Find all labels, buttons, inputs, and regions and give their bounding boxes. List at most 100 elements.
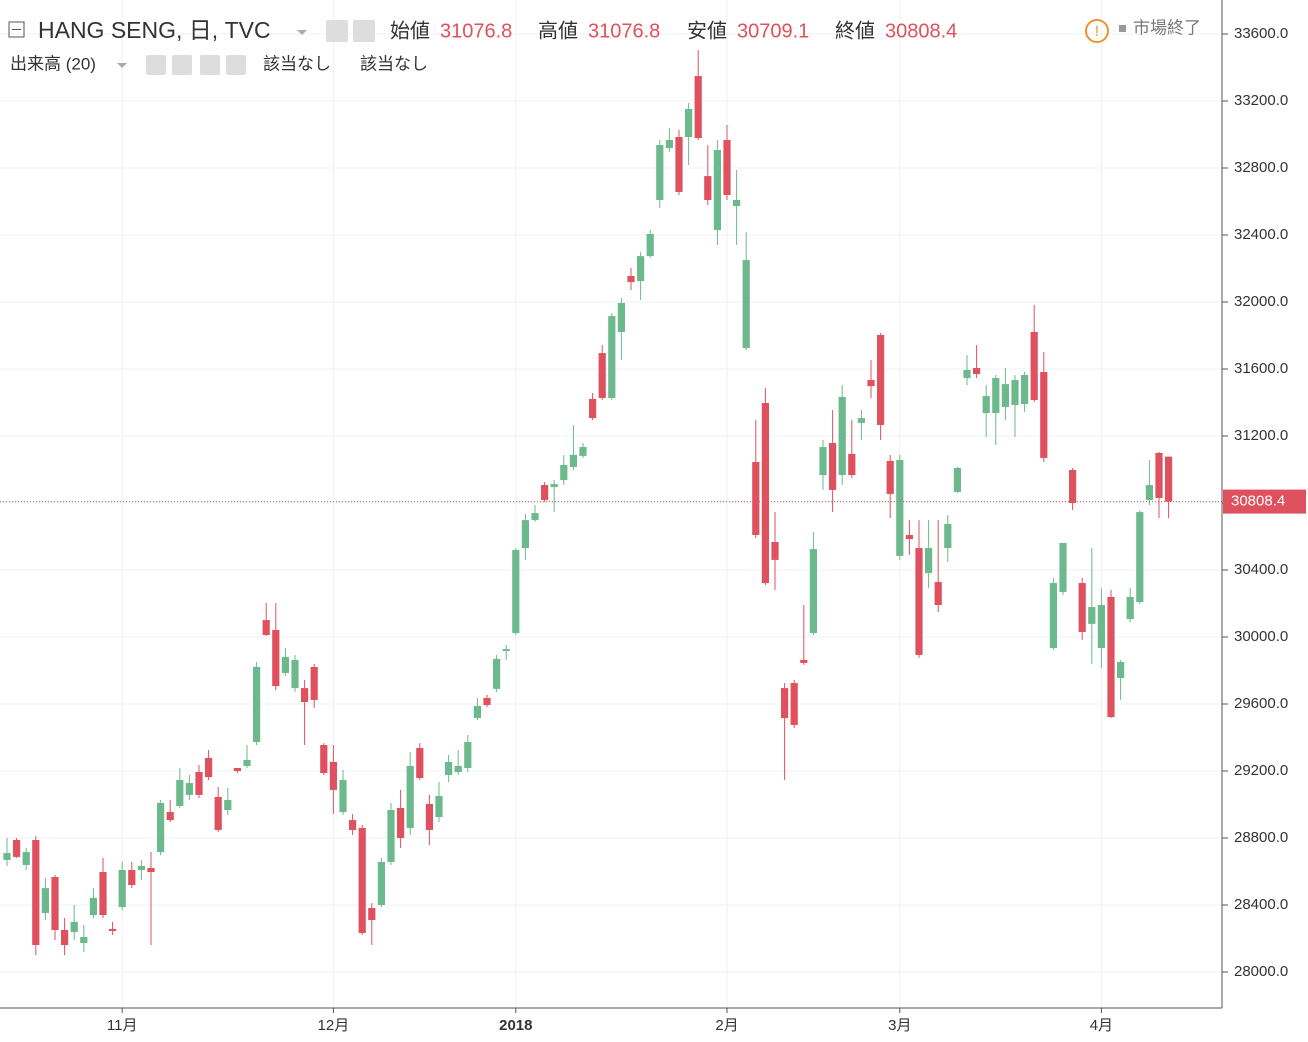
candle-body [713, 150, 721, 230]
candle-body [1030, 331, 1038, 400]
candle-body [809, 549, 817, 633]
candle-body [128, 869, 136, 886]
candle-body [253, 666, 261, 743]
candle-body [214, 796, 222, 830]
low-label: 安値 [687, 19, 727, 42]
close-icon[interactable] [226, 55, 246, 75]
candle-body [1001, 384, 1009, 408]
plus-icon[interactable] [200, 55, 220, 75]
market-status: 市場終了 [1133, 18, 1201, 37]
x-tick-label: 4月 [1090, 1017, 1113, 1034]
candle-body [550, 484, 558, 488]
candle-body [512, 550, 520, 633]
y-tick-label: 29200.0 [1234, 762, 1288, 779]
x-tick-label: 11月 [107, 1017, 138, 1034]
candle-body [176, 780, 184, 806]
candle-body [406, 765, 414, 828]
close-label: 終値 [835, 19, 875, 42]
candle-body [493, 658, 501, 689]
y-tick-label: 30400.0 [1234, 561, 1288, 578]
x-tick-label: 12月 [318, 1017, 350, 1034]
candle-body [829, 443, 837, 490]
candle-body [800, 659, 808, 663]
y-tick-label: 31200.0 [1234, 427, 1288, 444]
close-value: 30808.4 [885, 20, 957, 42]
candle-body [665, 140, 673, 149]
open-label: 始値 [390, 19, 430, 42]
candle-body [694, 76, 702, 139]
y-tick-label: 32800.0 [1234, 159, 1288, 176]
candle-body [944, 523, 952, 549]
eye-icon[interactable] [146, 55, 166, 75]
candle-body [22, 852, 30, 865]
candle-body [598, 353, 606, 398]
candle-body [310, 666, 318, 700]
candle-body [377, 861, 385, 905]
candle-body [656, 145, 664, 200]
candle-body [992, 378, 1000, 414]
candle-body [877, 334, 885, 425]
gear-icon[interactable] [353, 20, 375, 42]
indicator-value: 該当なし [360, 54, 428, 73]
candle-body [915, 548, 923, 655]
candle-body [185, 783, 193, 795]
candle-body [272, 629, 280, 687]
candle-body [329, 761, 337, 790]
candle-body [233, 767, 241, 771]
candle-body [1136, 512, 1144, 602]
candle-body [838, 396, 846, 476]
y-tick-label: 32000.0 [1234, 293, 1288, 310]
candle-body [41, 888, 49, 914]
candle-body [464, 742, 472, 768]
indicator-value: 該当なし [263, 54, 331, 73]
eye-icon[interactable] [326, 20, 348, 42]
candle-body [608, 316, 616, 398]
indicator-label: 出来高 (20) [10, 54, 96, 73]
candle-body [886, 460, 894, 494]
candle-body [973, 367, 981, 375]
candle-body [848, 453, 856, 476]
candle-body [781, 688, 789, 719]
y-tick-label: 33600.0 [1234, 25, 1288, 42]
dropdown-arrow[interactable] [297, 30, 307, 35]
y-tick-label: 28800.0 [1234, 829, 1288, 846]
candle-body [473, 706, 481, 719]
candle-body [771, 542, 779, 560]
candle-body [339, 780, 347, 813]
gear-icon[interactable] [172, 55, 192, 75]
candle-body [963, 370, 971, 379]
collapse-icon[interactable] [8, 21, 25, 38]
candle-body [627, 276, 635, 283]
candle-body [579, 447, 587, 456]
y-tick-label: 32400.0 [1234, 226, 1288, 243]
last-price-box [1223, 489, 1306, 514]
candle-body [70, 921, 78, 932]
candle-body [569, 454, 577, 467]
candle-body [118, 869, 126, 907]
candle-body [1059, 543, 1067, 592]
candle-body [157, 802, 165, 853]
open-value: 31076.8 [440, 20, 512, 42]
warning-icon[interactable] [1085, 19, 1109, 43]
candle-body [1088, 607, 1096, 624]
candle-body [1040, 372, 1048, 458]
candle-body [99, 871, 107, 916]
x-tick-label: 3月 [888, 1017, 911, 1034]
candle-body [32, 840, 40, 946]
candle-body [925, 548, 933, 574]
candle-body [953, 467, 961, 492]
candle-body [531, 513, 539, 521]
candle-body [13, 840, 21, 857]
high-label: 高値 [538, 19, 578, 42]
y-tick-label: 31600.0 [1234, 360, 1288, 377]
y-tick-label: 29600.0 [1234, 695, 1288, 712]
candle-body [790, 683, 798, 725]
candle-body [685, 109, 693, 138]
candle-body [896, 459, 904, 556]
dropdown-arrow[interactable] [117, 63, 127, 68]
candle-body [109, 928, 117, 931]
candle-body [857, 418, 865, 423]
chart-title: HANG SENG, 日, TVC [38, 17, 271, 43]
candle-body [752, 461, 760, 535]
